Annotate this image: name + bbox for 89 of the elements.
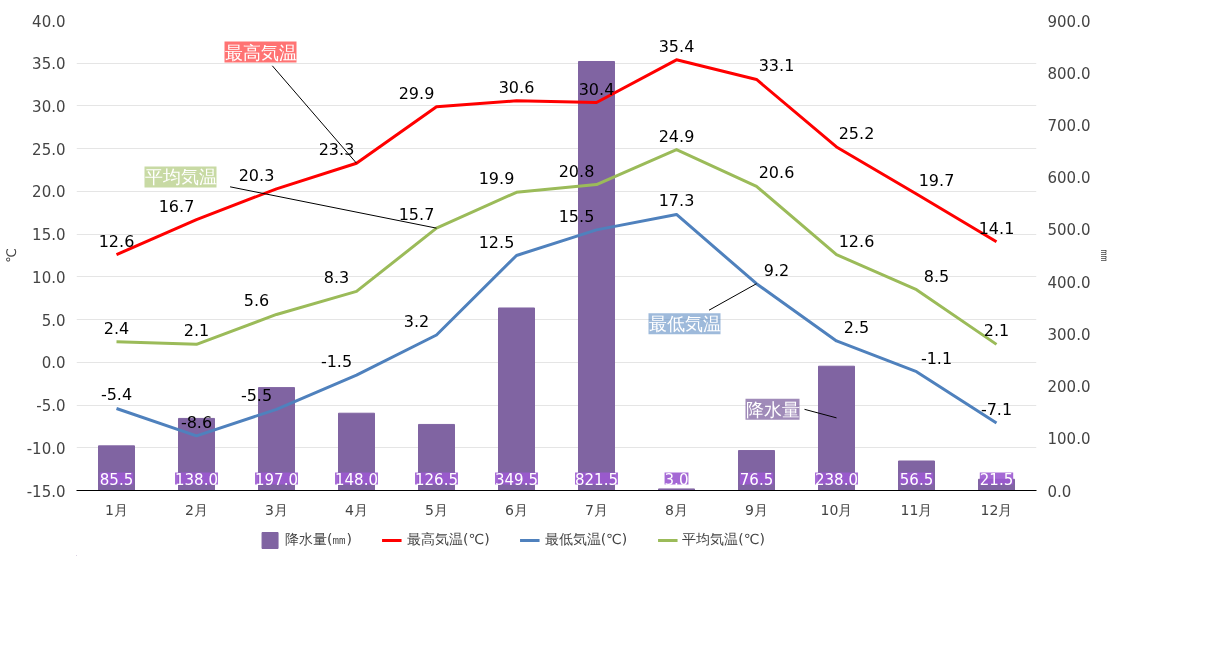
data-label: 15.7 xyxy=(398,205,435,225)
y-tick-label: -5.0 xyxy=(36,397,66,416)
data-label: 29.9 xyxy=(398,83,435,103)
y2-tick-label: 700.0 xyxy=(1047,116,1091,135)
x-tick-label: 12月 xyxy=(980,501,1013,518)
data-label: 25.2 xyxy=(838,123,875,143)
data-label: 30.6 xyxy=(498,77,535,97)
data-label: 20.3 xyxy=(238,165,275,185)
y2-axis-title: ㎜ xyxy=(1098,249,1114,262)
data-label: 12.6 xyxy=(838,231,875,251)
data-label: 14.1 xyxy=(978,218,1015,238)
x-tick-label: 2月 xyxy=(185,501,208,518)
x-tick-label: 5月 xyxy=(425,501,448,518)
data-label: 24.9 xyxy=(658,126,695,146)
legend-label: 平均気温(℃) xyxy=(682,531,765,549)
data-label: 197.0 xyxy=(255,470,298,489)
y-tick-label: 30.0 xyxy=(32,97,66,116)
legend-label: 降水量(㎜) xyxy=(285,531,352,549)
y-tick-label: 20.0 xyxy=(32,183,66,202)
data-label: 126.5 xyxy=(415,470,458,489)
y-tick-label: 25.0 xyxy=(32,140,66,159)
data-label: 56.5 xyxy=(899,470,934,489)
legend-label: 最低気温(℃) xyxy=(544,531,628,549)
data-label: 3.2 xyxy=(403,311,430,331)
y2-tick-label: 600.0 xyxy=(1047,169,1091,188)
data-label: 30.4 xyxy=(578,79,615,99)
data-label: -1.1 xyxy=(920,348,953,368)
data-label: 19.9 xyxy=(478,169,515,189)
data-label: -1.5 xyxy=(320,352,353,372)
data-label: 2.1 xyxy=(983,321,1010,341)
y-tick-label: 0.0 xyxy=(41,354,66,373)
x-tick-label: 1月 xyxy=(105,501,128,518)
data-label: 76.5 xyxy=(739,470,774,489)
data-label: 16.7 xyxy=(158,196,195,216)
data-label: -7.1 xyxy=(980,399,1013,419)
data-label: 19.7 xyxy=(918,170,955,190)
x-tick-label: 9月 xyxy=(745,501,768,518)
data-label: 9.2 xyxy=(763,260,790,280)
data-label: 20.6 xyxy=(758,163,795,183)
y-tick-label: -15.0 xyxy=(26,482,66,501)
data-label: 85.5 xyxy=(99,470,134,489)
y2-tick-label: 900.0 xyxy=(1047,12,1091,31)
data-label: 2.5 xyxy=(843,317,870,337)
y-tick-label: 40.0 xyxy=(32,12,66,31)
y2-tick-label: 200.0 xyxy=(1047,378,1091,397)
data-label: 349.5 xyxy=(495,470,538,489)
data-label: 8.5 xyxy=(923,266,950,286)
data-label: 238.0 xyxy=(815,470,858,489)
annotation: 最低気温 xyxy=(648,313,721,335)
data-label: 23.3 xyxy=(318,140,355,160)
data-label: 821.5 xyxy=(575,470,618,489)
annotation: 降水量 xyxy=(745,398,800,420)
data-label: 2.4 xyxy=(103,318,130,338)
x-tick-label: 8月 xyxy=(665,501,688,518)
y-tick-label: 10.0 xyxy=(32,268,66,287)
y-tick-label: 15.0 xyxy=(32,226,66,245)
annotation: 平均気温 xyxy=(144,166,217,188)
x-tick-label: 11月 xyxy=(900,501,933,518)
data-label: 33.1 xyxy=(758,56,795,76)
data-label: 2.1 xyxy=(183,321,210,341)
y2-tick-label: 400.0 xyxy=(1047,273,1091,292)
y-tick-label: 35.0 xyxy=(32,55,66,74)
data-label: 8.3 xyxy=(323,268,350,288)
y-tick-label: 5.0 xyxy=(41,311,66,330)
annotation: 最高気温 xyxy=(224,41,297,63)
data-label: 12.5 xyxy=(478,232,515,252)
data-label: 12.6 xyxy=(98,231,135,251)
data-label: 21.5 xyxy=(979,470,1014,489)
x-tick-label: 6月 xyxy=(505,501,528,518)
data-label: -8.6 xyxy=(180,412,213,432)
y2-tick-label: 500.0 xyxy=(1047,221,1091,240)
x-tick-label: 10月 xyxy=(820,501,853,518)
x-tick-label: 7月 xyxy=(585,501,608,518)
data-label: 138.0 xyxy=(175,470,218,489)
data-label: 148.0 xyxy=(335,470,378,489)
data-label: 35.4 xyxy=(658,36,695,56)
data-label: -5.4 xyxy=(100,385,133,405)
x-tick-label: 4月 xyxy=(345,501,368,518)
legend-label: 最高気温(℃) xyxy=(406,531,490,549)
data-label: 3.0 xyxy=(664,470,689,489)
y2-tick-label: 300.0 xyxy=(1047,325,1091,344)
data-label: 5.6 xyxy=(243,291,270,311)
y-axis-title: ℃ xyxy=(3,248,19,263)
data-label: 17.3 xyxy=(658,191,695,211)
y2-tick-label: 0.0 xyxy=(1047,482,1072,501)
y-tick-label: -10.0 xyxy=(26,439,66,458)
y2-tick-label: 800.0 xyxy=(1047,64,1091,83)
x-tick-label: 3月 xyxy=(265,501,288,518)
y2-tick-label: 100.0 xyxy=(1047,430,1091,449)
